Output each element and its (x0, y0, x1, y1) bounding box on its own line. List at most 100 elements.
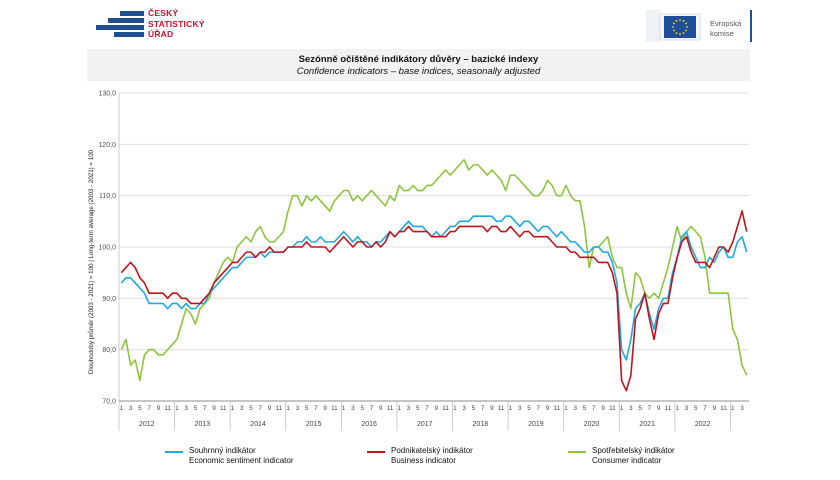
eu-star-icon (675, 20, 678, 22)
legend-label: Podnikatelský indikátor (391, 446, 473, 455)
x-tick-label: 5 (527, 405, 531, 412)
y-tick-label: 90,0 (102, 296, 116, 303)
chart-grid (118, 92, 749, 401)
x-tick-label: 9 (490, 405, 494, 412)
year-label: 2020 (584, 421, 600, 428)
y-axis-ticks: 70,0 80,0 90,0 100,0 110,0 120,0 130,0 (98, 91, 116, 406)
eu-star-icon (673, 22, 675, 25)
x-tick-label: 9 (212, 405, 216, 412)
x-tick-label: 9 (379, 405, 383, 412)
x-tick-label: 11 (720, 405, 727, 412)
eu-star-icon (686, 26, 688, 28)
x-tick-label: 7 (481, 405, 485, 412)
legend-label: Souhrnný indikátor (189, 446, 256, 455)
x-tick-label: 11 (220, 405, 227, 412)
year-label: 2014 (250, 421, 266, 428)
x-tick-label: 11 (276, 405, 283, 412)
x-tick-label: 9 (157, 405, 161, 412)
chart-series (120, 158, 748, 392)
x-tick-label: 1 (509, 405, 513, 412)
series-line-consumer (120, 158, 748, 382)
x-tick-label: 11 (164, 405, 171, 412)
x-tick-label: 1 (397, 405, 401, 412)
x-tick-label: 9 (601, 405, 605, 412)
eu-star-icon (673, 29, 675, 32)
eu-star-icon (675, 32, 678, 34)
legend-label-en: Consumer indicator (592, 456, 662, 465)
eu-flag-icon (646, 10, 701, 42)
x-tick-label: 5 (305, 405, 309, 412)
chart-title: Sezónně očištěné indikátory důvěry – baz… (298, 54, 539, 65)
eu-star-icon (682, 32, 685, 34)
year-label: 2012 (139, 421, 155, 428)
x-tick-label: 11 (665, 405, 672, 412)
x-tick-label: 1 (120, 405, 124, 412)
y-axis-label: Dlouhodobý průměr (2003 - 2021) = 100 | … (88, 149, 95, 374)
csu-logo-line: ÚŘAD (148, 29, 174, 39)
eu-commission-logo: Evropská komise (646, 10, 756, 42)
x-tick-label: 3 (685, 405, 689, 412)
eu-logo-line: Evropská (710, 19, 742, 28)
year-label: 2015 (306, 421, 322, 428)
eu-logo-text: Evropská komise (710, 19, 741, 39)
csu-logo-line: ČESKÝ (148, 8, 179, 18)
year-label: 2018 (473, 421, 489, 428)
x-tick-label: 9 (435, 405, 439, 412)
x-tick-label: 1 (620, 405, 624, 412)
x-tick-label: 9 (268, 405, 272, 412)
x-tick-label: 3 (351, 405, 355, 412)
x-axis: 1 3 5 7 9 11 1 3 5 7 9 11 1 3 5 7 9 11 1 3 5 7 9 11 1 3 5 7 9 11 1 3 5 7 9… (118, 400, 749, 431)
x-tick-label: 11 (387, 405, 394, 412)
y-tick-label: 80,0 (102, 347, 116, 354)
year-label: 2016 (361, 421, 377, 428)
x-tick-label: 3 (574, 405, 578, 412)
eu-star-icon (679, 33, 681, 35)
year-label: 2017 (417, 421, 433, 428)
x-tick-label: 1 (675, 405, 679, 412)
x-tick-label: 5 (249, 405, 253, 412)
x-tick-label: 9 (546, 405, 550, 412)
y-tick-label: 130,0 (98, 91, 116, 98)
x-tick-label: 11 (553, 405, 560, 412)
eu-logo-separator (750, 10, 752, 42)
x-tick-label: 5 (472, 405, 476, 412)
x-tick-label: 1 (342, 405, 346, 412)
eu-star-icon (685, 29, 687, 32)
legend-label-en: Economic sentiment indicator (189, 456, 294, 465)
year-label: 2013 (195, 421, 211, 428)
x-tick-label: 9 (712, 405, 716, 412)
legend-swatch-business (367, 451, 385, 453)
x-tick-label: 5 (360, 405, 364, 412)
x-tick-label: 7 (592, 405, 596, 412)
x-tick-label: 3 (740, 405, 744, 412)
y-tick-label: 70,0 (102, 399, 116, 406)
eu-star-icon (685, 22, 687, 25)
legend-label: Spotřebitelský indikátor (592, 446, 675, 455)
y-tick-label: 110,0 (99, 193, 116, 200)
x-tick-label: 11 (442, 405, 449, 412)
x-tick-label: 3 (407, 405, 411, 412)
x-tick-label: 3 (296, 405, 300, 412)
y-tick-label: 120,0 (98, 142, 116, 149)
eu-star-icon (679, 19, 681, 21)
x-tick-label: 7 (259, 405, 263, 412)
x-tick-label: 9 (657, 405, 661, 412)
legend-swatch-consumer (568, 451, 586, 453)
chart-title-box: Sezónně očištěné indikátory důvěry – baz… (87, 49, 750, 81)
eu-logo-line: komise (710, 29, 734, 38)
x-tick-label: 7 (147, 405, 151, 412)
x-tick-label: 5 (583, 405, 587, 412)
x-tick-label: 11 (498, 405, 505, 412)
csu-logo-bars (96, 11, 144, 37)
x-tick-label: 5 (638, 405, 642, 412)
year-label: 2019 (528, 421, 544, 428)
eu-star-icon (682, 20, 685, 22)
x-tick-label: 3 (184, 405, 188, 412)
x-tick-label: 5 (416, 405, 420, 412)
x-tick-label: 7 (203, 405, 207, 412)
x-tick-label: 1 (564, 405, 568, 412)
x-tick-label: 9 (323, 405, 327, 412)
x-tick-label: 3 (518, 405, 522, 412)
x-tick-label: 1 (286, 405, 290, 412)
